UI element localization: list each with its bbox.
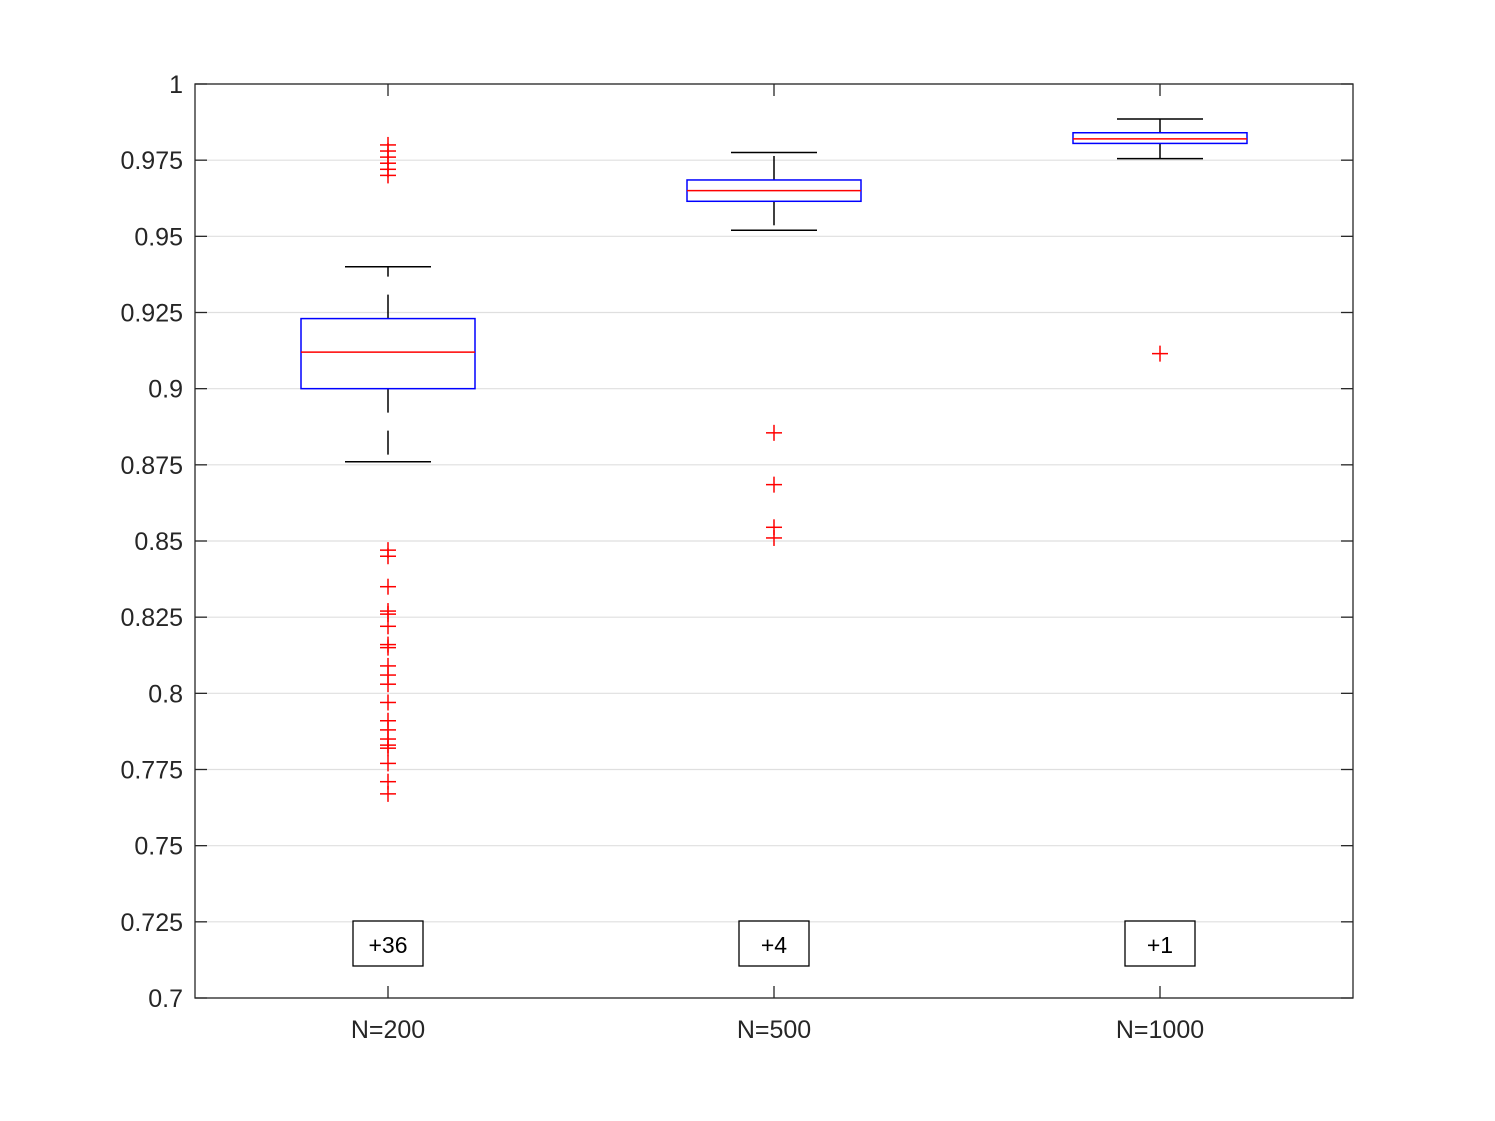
y-tick-label: 1	[169, 71, 183, 99]
outlier-marker	[380, 676, 396, 693]
y-tick-label: 0.975	[120, 147, 183, 175]
outlier-marker	[380, 740, 396, 757]
y-tick-label: 0.775	[120, 757, 183, 785]
y-tick-label: 0.95	[134, 223, 183, 251]
y-tick-label: 0.9	[148, 376, 183, 404]
outlier-marker	[380, 639, 396, 656]
count-label: +1	[1147, 932, 1173, 958]
count-label: +36	[368, 932, 407, 958]
y-tick-label: 0.8	[148, 680, 183, 708]
outlier-marker	[380, 755, 396, 772]
x-tick-label: N=1000	[1116, 1016, 1204, 1044]
y-tick-label: 0.85	[134, 528, 183, 556]
count-label-box	[1124, 920, 1196, 967]
y-tick-label: 0.75	[134, 833, 183, 861]
count-label-box	[738, 920, 810, 967]
outlier-marker	[380, 785, 396, 802]
outlier-marker	[1152, 345, 1168, 362]
y-tick-label: 0.725	[120, 909, 183, 937]
count-label-box	[352, 920, 424, 967]
outlier-marker	[380, 694, 396, 711]
y-tick-label: 0.825	[120, 604, 183, 632]
plot-area: +36 +4 +1	[300, 118, 1248, 967]
box-iqr	[300, 317, 476, 390]
box-iqr	[1072, 131, 1248, 145]
outlier-marker	[766, 529, 782, 546]
x-tick-label: N=500	[737, 1016, 811, 1044]
outlier-marker	[380, 578, 396, 595]
outlier-marker	[766, 476, 782, 493]
outlier-marker	[380, 618, 396, 635]
y-tick-label: 0.925	[120, 300, 183, 328]
y-tick-label: 0.875	[120, 452, 183, 480]
outlier-marker	[380, 167, 396, 184]
y-tick-label: 0.7	[148, 985, 183, 1013]
axes: 0.7 0.725 0.75 0.775 0.8 0.825 0.85 0.875 0.9 0.9…	[120, 71, 1354, 1044]
outlier-marker	[766, 424, 782, 441]
count-label: +4	[761, 932, 787, 958]
outlier-marker	[380, 548, 396, 565]
x-tick-label: N=200	[351, 1016, 425, 1044]
